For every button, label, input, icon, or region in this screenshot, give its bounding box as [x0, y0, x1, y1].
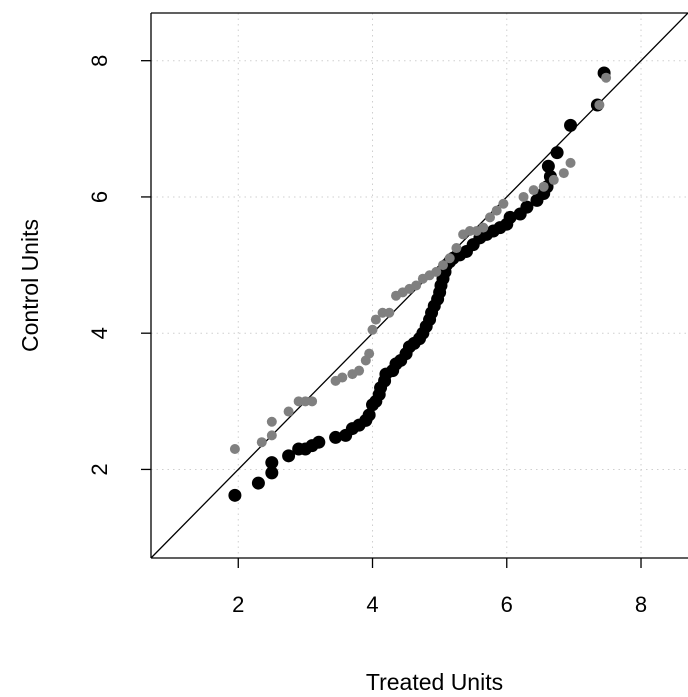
data-point-black [541, 159, 555, 173]
data-point-gray [528, 185, 539, 196]
data-point-gray [367, 324, 378, 335]
data-point-gray [283, 406, 294, 417]
data-point-gray [364, 348, 375, 359]
data-point-gray [548, 174, 559, 185]
data-point-black [265, 456, 279, 470]
data-point-gray [538, 181, 549, 192]
data-point-gray [266, 416, 277, 427]
x-tick-label: 4 [366, 592, 378, 617]
data-point-gray [431, 266, 442, 277]
y-axis-title: Control Units [17, 219, 43, 352]
data-point-gray [484, 212, 495, 223]
data-point-black [251, 476, 265, 490]
data-point-black [520, 200, 534, 214]
data-point-gray [558, 168, 569, 179]
data-points [228, 66, 612, 502]
data-point-gray [437, 260, 448, 271]
data-point-gray [518, 191, 529, 202]
data-point-gray [498, 198, 509, 209]
y-tick-label: 6 [87, 191, 112, 203]
data-point-gray [565, 157, 576, 168]
data-point-black [282, 449, 296, 463]
data-point-gray [594, 99, 605, 110]
grid [151, 13, 688, 558]
data-point-black [329, 430, 343, 444]
data-point-black [550, 146, 564, 160]
data-point-gray [337, 372, 348, 383]
x-axis-title: Treated Units [366, 669, 503, 695]
y-tick-label: 2 [87, 463, 112, 475]
data-point-black [312, 435, 326, 449]
data-point-gray [444, 253, 455, 264]
data-point-gray [229, 444, 240, 454]
data-point-black [228, 488, 242, 502]
x-tick-label: 8 [635, 592, 647, 617]
x-tick-label: 6 [501, 592, 513, 617]
data-point-gray [478, 222, 489, 233]
data-point-gray [354, 365, 365, 376]
data-point-black [362, 408, 376, 422]
data-point-gray [411, 280, 422, 291]
y-tick-label: 4 [87, 327, 112, 339]
data-point-gray [256, 437, 267, 448]
data-point-gray [601, 72, 612, 83]
data-point-gray [384, 307, 395, 318]
data-point-gray [451, 243, 462, 254]
data-point-black [564, 118, 578, 132]
data-point-gray [307, 396, 318, 407]
data-point-gray [370, 314, 381, 325]
data-point-gray [491, 205, 502, 216]
data-point-gray [266, 430, 277, 441]
y-tick-label: 8 [87, 55, 112, 67]
x-tick-label: 2 [232, 592, 244, 617]
data-point-black [265, 466, 279, 480]
data-point-black [503, 210, 517, 224]
axes: 2 4 6 8 2 4 6 8 [87, 12, 688, 617]
